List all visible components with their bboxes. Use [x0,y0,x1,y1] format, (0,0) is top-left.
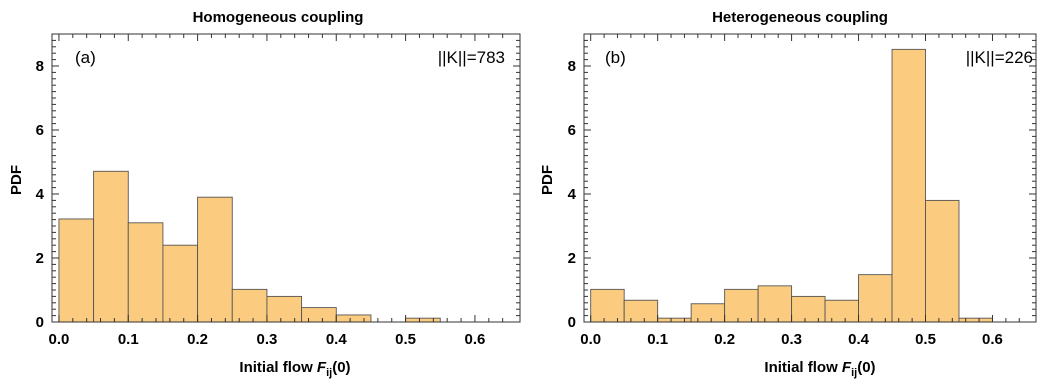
x-tick-label: 0.0 [580,331,601,348]
histogram-bar [197,196,233,323]
x-tick-label: 0.4 [326,331,348,348]
histogram-bar [858,274,893,323]
histogram-bar [925,199,960,323]
histogram-bar [231,288,268,323]
x-tick-label: 0.2 [187,331,208,348]
bar-group [58,170,441,323]
chart-title: Homogeneous coupling [193,9,364,26]
x-tick-label: 0.0 [49,331,70,348]
histogram-bar [724,288,759,323]
y-axis-label: PDF [8,165,25,195]
y-tick-label: 8 [568,58,576,75]
histogram-bar [657,317,692,323]
x-tick-label: 0.1 [118,331,139,348]
y-tick-label: 6 [36,122,44,139]
histogram-bar [690,303,726,323]
y-tick-label: 0 [568,314,576,331]
norm-annotation: ||K||=783 [438,48,505,67]
histogram-bar [93,170,129,323]
x-tick-label: 0.6 [465,331,486,348]
tick-group: 0.0 0.1 0.2 0.3 0.4 0.5 0.6 0 2 4 6 8 [36,33,520,348]
plot-frame [583,33,1037,323]
histogram-bar [266,295,303,323]
chart-panel-homogeneous: Homogeneous coupling PDF Initial flow Fi… [8,9,521,379]
x-axis-label: Initial flow Fij(0) [764,359,875,379]
norm-annotation: ||K||=226 [966,48,1033,67]
bar-group [590,48,993,323]
histogram-bar [791,295,826,323]
x-axis-label: Initial flow Fij(0) [239,359,350,379]
histogram-bar [162,244,199,323]
plot-frame [51,33,521,323]
histogram-bar [757,285,793,323]
histogram-bar [127,222,164,323]
y-tick-label: 4 [568,186,577,203]
y-tick-label: 2 [568,250,576,267]
x-tick-label: 0.3 [257,331,278,348]
x-tick-label: 0.6 [982,331,1003,348]
histogram-bar [891,48,926,323]
y-tick-label: 2 [36,250,44,267]
x-tick-label: 0.1 [647,331,668,348]
x-tick-label: 0.3 [781,331,802,348]
histogram-bar [623,299,659,323]
histogram-bar [824,299,859,323]
histogram-bar [958,317,993,323]
x-tick-label: 0.4 [848,331,870,348]
chart-panel-heterogeneous: Heterogeneous coupling PDF Initial flow … [539,9,1037,379]
histogram-bar [590,288,625,323]
histogram-bar [335,314,372,323]
histogram-bar [58,218,95,323]
histogram-bar [301,307,337,323]
panel-label: (a) [75,48,96,67]
y-tick-label: 0 [36,314,44,331]
x-tick-label: 0.2 [714,331,735,348]
y-tick-label: 4 [36,186,45,203]
y-tick-label: 6 [568,122,576,139]
y-tick-label: 8 [36,58,44,75]
x-tick-label: 0.5 [395,331,416,348]
x-tick-label: 0.5 [915,331,936,348]
histogram-bar [405,317,441,323]
y-axis-label: PDF [539,165,556,195]
panel-label: (b) [605,48,626,67]
chart-title: Heterogeneous coupling [712,9,888,26]
tick-group: 0.0 0.1 0.2 0.3 0.4 0.5 0.6 0 2 4 6 8 [568,33,1036,348]
